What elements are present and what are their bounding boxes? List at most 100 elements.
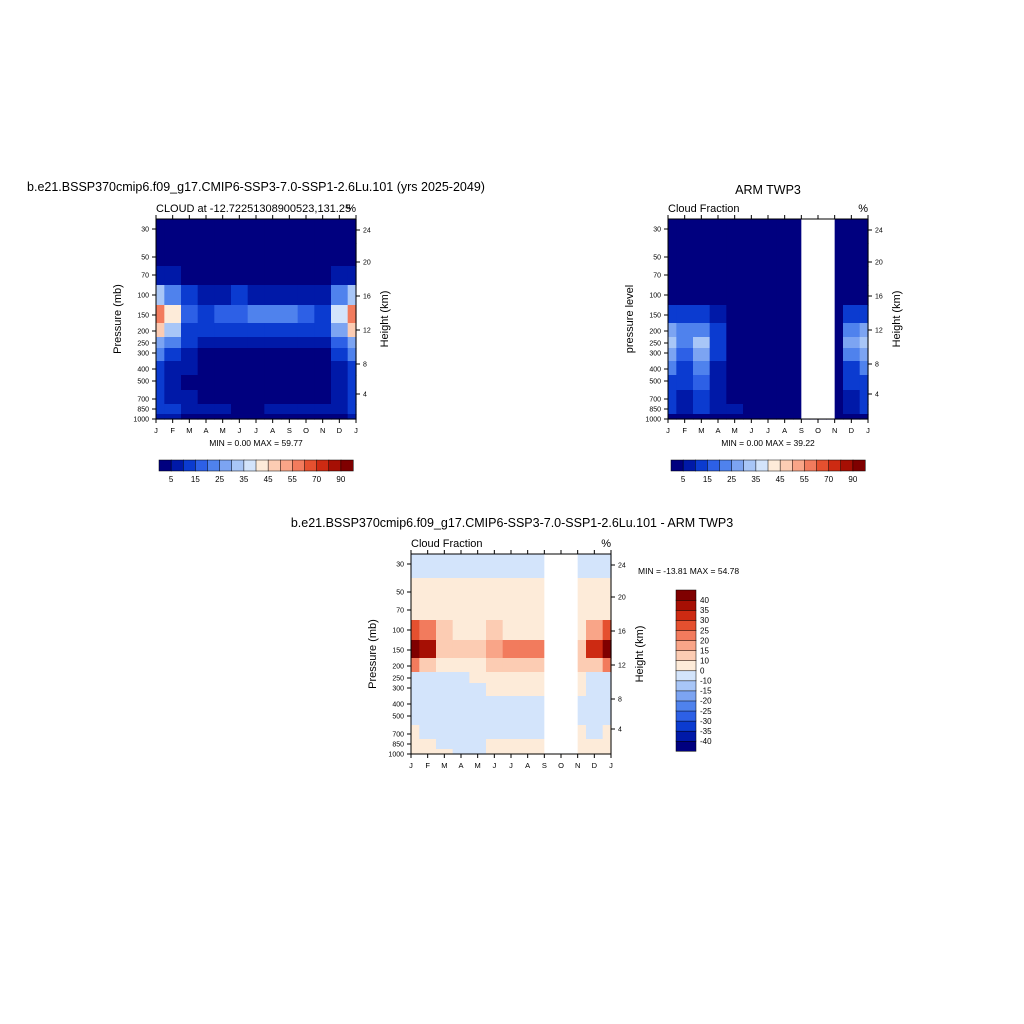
heatmap-cell <box>602 739 612 750</box>
heatmap-cell <box>156 361 165 376</box>
heatmap-cell <box>181 348 199 362</box>
heatmap-cell <box>693 404 711 415</box>
heatmap-cell <box>181 305 199 324</box>
heatmap-cell <box>331 305 349 324</box>
height-tick-label: 12 <box>363 328 371 335</box>
heatmap-cell <box>676 285 694 306</box>
colorbar-swatch <box>675 690 697 702</box>
x-tick-label: F <box>170 426 175 435</box>
heatmap-cell <box>419 620 437 641</box>
heatmap-cell <box>264 348 282 362</box>
x-tick-label: J <box>666 426 670 435</box>
heatmap-cell <box>776 414 794 420</box>
colorbar-label: 25 <box>700 626 709 635</box>
heatmap-cell <box>197 414 215 420</box>
x-tick-label: A <box>525 761 530 770</box>
heatmap-cell <box>164 305 182 324</box>
heatmap-cell <box>231 266 249 286</box>
heatmap-cell <box>181 337 199 349</box>
heatmap-cell <box>776 337 794 349</box>
x-tick-label: O <box>558 761 564 770</box>
heatmap-cell <box>759 361 777 376</box>
heatmap-cell <box>314 337 332 349</box>
x-tick-label: M <box>698 426 704 435</box>
heatmap-cell <box>843 337 861 349</box>
colorbar-swatch <box>675 680 697 692</box>
colorbar-swatch <box>767 459 781 472</box>
x-tick-label: M <box>732 426 738 435</box>
heatmap-cell <box>743 285 761 306</box>
heatmap-cell <box>281 404 299 415</box>
heatmap-cell <box>214 266 232 286</box>
heatmap-cell <box>164 219 182 244</box>
colorbar-swatch <box>340 459 354 472</box>
heatmap-cell <box>297 337 315 349</box>
heatmap-cell <box>859 337 869 349</box>
heatmap-cell <box>314 361 332 376</box>
x-tick-label: D <box>337 426 343 435</box>
heatmap-cell <box>519 683 537 697</box>
heatmap-cell <box>676 375 694 391</box>
heatmap-cell <box>164 348 182 362</box>
x-tick-label: A <box>715 426 720 435</box>
heatmap-cell <box>314 219 332 244</box>
x-tick-label: O <box>815 426 821 435</box>
heatmap-cell <box>743 243 761 267</box>
heatmap-cell <box>164 285 182 306</box>
heatmap-cell <box>826 414 844 420</box>
y-tick-label: 250 <box>392 676 404 683</box>
heatmap-cell <box>281 243 299 267</box>
heatmap-cell <box>264 375 282 391</box>
heatmap-cell <box>264 305 282 324</box>
height-tick-label: 20 <box>618 595 626 602</box>
colorbar-swatch <box>828 459 842 472</box>
heatmap-cell <box>314 266 332 286</box>
colorbar-swatch <box>267 459 281 472</box>
panel-diff-ylabel-right: Height (km) <box>634 626 646 683</box>
heatmap-cell <box>314 243 332 267</box>
heatmap-cell <box>197 323 215 338</box>
heatmap-cell <box>156 285 165 306</box>
y-tick-label: 30 <box>396 562 404 569</box>
heatmap-cell <box>519 554 537 579</box>
heatmap-cell <box>452 640 470 659</box>
heatmap-cell <box>247 390 265 405</box>
heatmap-cell <box>452 672 470 684</box>
colorbar-label: 25 <box>215 475 224 484</box>
y-axis-pressure: 30 50 70 100 150 200 250 300 400 500 700 850 1000 <box>645 227 668 424</box>
heatmap-cell <box>759 285 777 306</box>
heatmap-cell <box>231 337 249 349</box>
colorbar-swatch <box>170 459 184 472</box>
heatmap-cell <box>502 640 520 659</box>
heatmap-cell <box>156 337 165 349</box>
heatmap-cell <box>602 578 612 602</box>
x-tick-label: A <box>458 761 463 770</box>
heatmap-cell <box>231 305 249 324</box>
heatmap-cell <box>436 725 454 740</box>
heatmap-cell <box>726 323 744 338</box>
heatmap-cell <box>164 323 182 338</box>
heatmap-cell <box>297 361 315 376</box>
y-tick-label: 70 <box>141 273 149 280</box>
height-tick-label: 16 <box>618 629 626 636</box>
heatmap-cell <box>519 749 537 755</box>
colorbar-swatch <box>183 459 196 472</box>
heatmap-cell <box>452 696 470 711</box>
y-tick-label: 850 <box>137 407 149 414</box>
heatmap-cell <box>709 414 727 420</box>
heatmap-cell <box>709 390 727 405</box>
heatmap-cell <box>668 337 677 349</box>
heatmap-cell <box>411 710 420 726</box>
y-tick-label: 50 <box>653 255 661 262</box>
x-tick-label: S <box>287 426 292 435</box>
height-tick-label: 24 <box>363 228 371 235</box>
panel-diff-ylabel: Pressure (mb) <box>367 619 379 689</box>
heatmap-cell <box>297 243 315 267</box>
heatmap-cell <box>776 305 794 324</box>
y-tick-label: 70 <box>653 273 661 280</box>
colorbar-swatch <box>852 459 866 472</box>
heatmap-cell <box>859 390 869 405</box>
y-tick-label: 150 <box>649 313 661 320</box>
